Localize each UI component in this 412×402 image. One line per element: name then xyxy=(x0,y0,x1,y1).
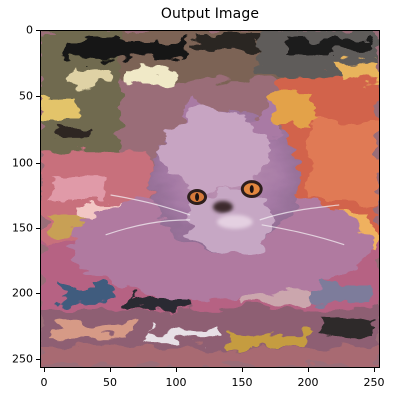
x-tick-label: 0 xyxy=(40,376,48,389)
figure-title: Output Image xyxy=(160,6,260,22)
x-tick-label: 100 xyxy=(165,376,187,389)
x-tick-label: 50 xyxy=(103,376,117,389)
y-tick-label: 0 xyxy=(26,23,33,37)
y-tick-label: 100 xyxy=(12,156,33,170)
y-tick-label: 200 xyxy=(12,286,33,300)
cat-eyes xyxy=(187,180,263,205)
image-axes xyxy=(40,30,380,368)
y-tick-label: 150 xyxy=(12,221,33,235)
stylized-cat-image xyxy=(41,31,379,367)
y-tick-label: 250 xyxy=(12,352,33,366)
y-tick-label: 50 xyxy=(19,89,33,103)
x-tick-label: 200 xyxy=(297,376,319,389)
x-tick-label: 150 xyxy=(231,376,253,389)
x-tick-label: 250 xyxy=(363,376,385,389)
